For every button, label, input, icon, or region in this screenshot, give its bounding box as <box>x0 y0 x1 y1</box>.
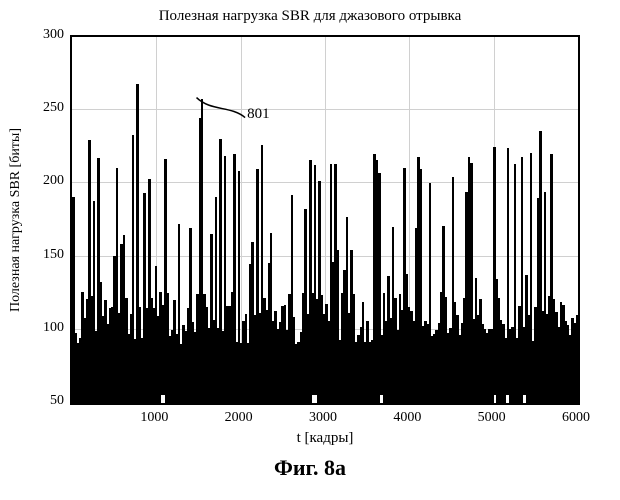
x-tick-label: 1000 <box>140 410 168 426</box>
chart-title: Полезная нагрузка SBR для джазового отры… <box>0 8 620 25</box>
y-tick-label: 200 <box>24 173 64 189</box>
x-tick-label: 3000 <box>309 410 337 426</box>
white-gap <box>494 395 497 403</box>
x-axis-label: t [кадры] <box>70 430 580 447</box>
x-tick-label: 4000 <box>393 410 421 426</box>
y-tick-label: 100 <box>24 320 64 336</box>
y-tick-label: 150 <box>24 247 64 263</box>
white-gap <box>161 395 165 403</box>
y-tick-label: 300 <box>24 27 64 43</box>
y-tick-label: 250 <box>24 100 64 116</box>
figure-caption: Фиг. 8a <box>0 455 620 481</box>
plot-area <box>70 35 580 405</box>
white-gap <box>523 395 526 403</box>
y-tick-label: 50 <box>24 393 64 409</box>
y-axis-label: Полезная нагрузка SBR [биты] <box>6 40 26 400</box>
x-tick-label: 5000 <box>478 410 506 426</box>
white-gap <box>506 395 509 403</box>
white-gap <box>380 395 383 403</box>
y-axis-label-text: Полезная нагрузка SBR [биты] <box>8 128 24 312</box>
bar <box>576 315 579 403</box>
x-tick-label: 6000 <box>562 410 590 426</box>
white-gap <box>312 395 316 403</box>
x-tick-label: 2000 <box>225 410 253 426</box>
